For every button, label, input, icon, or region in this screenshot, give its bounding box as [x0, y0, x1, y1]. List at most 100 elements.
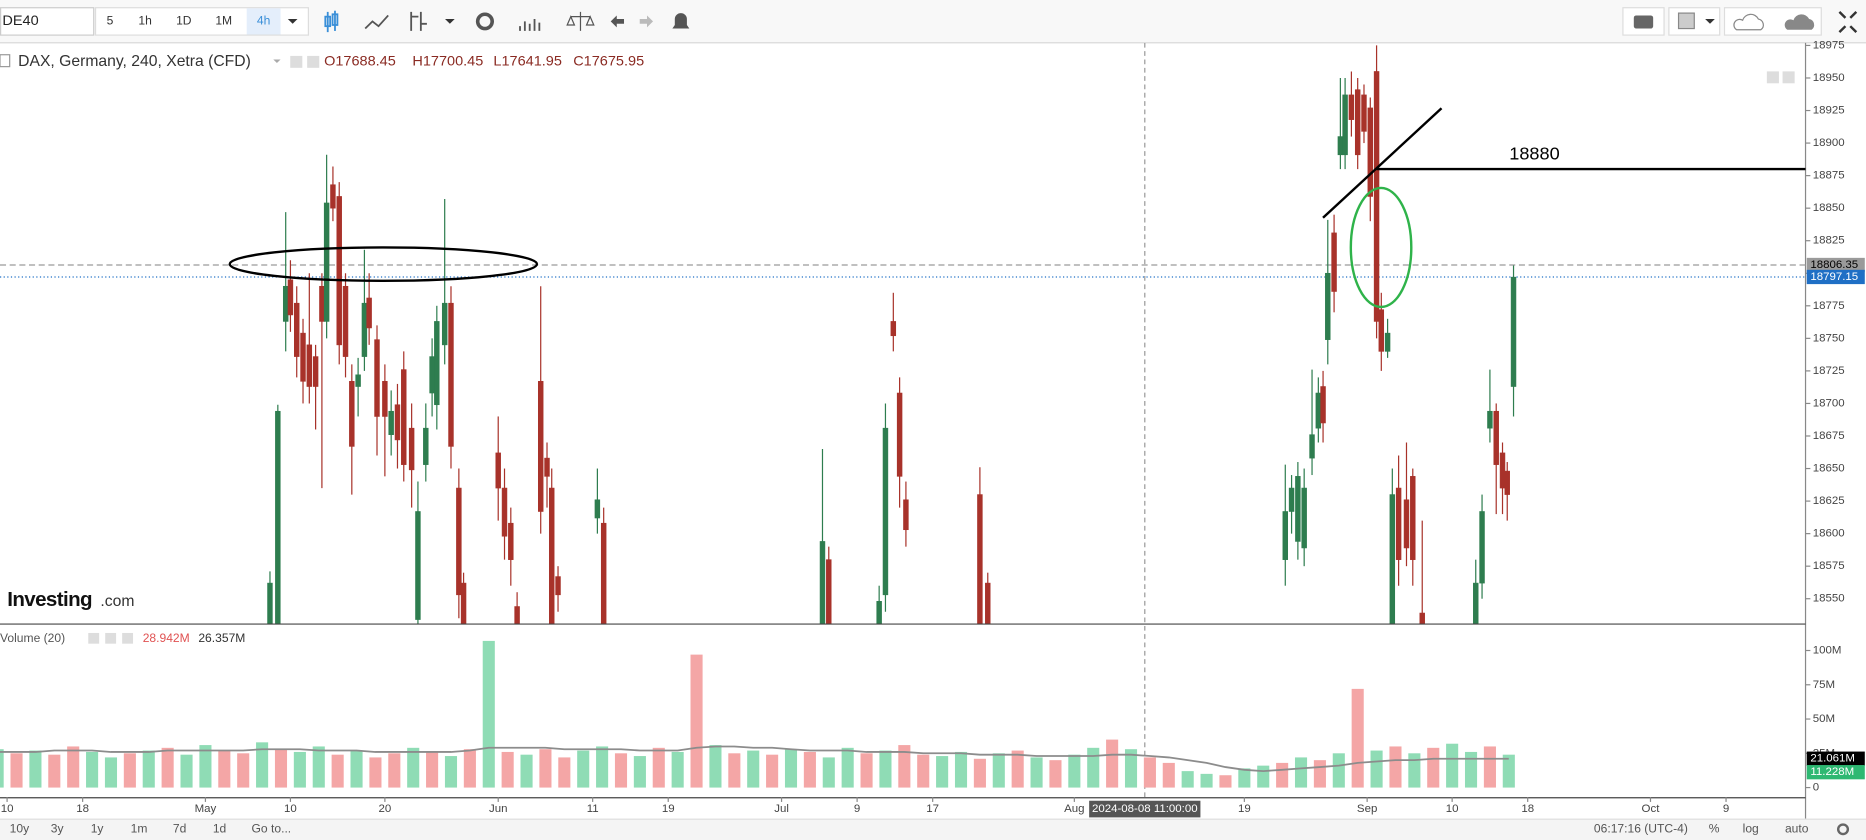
undo-icon[interactable] — [610, 15, 625, 28]
legend-icon[interactable] — [290, 55, 303, 68]
interval[interactable]: 1M — [215, 14, 232, 28]
pane-icon[interactable] — [1766, 71, 1779, 84]
candle-body — [537, 381, 544, 512]
dropdown-icon[interactable] — [445, 19, 455, 24]
candle-body — [300, 332, 306, 382]
volume-bar — [917, 754, 930, 788]
scale-option[interactable]: auto — [1785, 822, 1809, 836]
interval[interactable]: 1h — [138, 14, 151, 28]
x-tick-label: 11 — [587, 803, 599, 815]
indicator-icon[interactable] — [410, 11, 427, 31]
volume-bar — [803, 751, 816, 788]
dropdown-icon[interactable] — [1705, 19, 1715, 24]
candle-body — [448, 302, 454, 447]
volume-bar — [1162, 762, 1175, 788]
candle-body — [1419, 612, 1425, 624]
pane-icon[interactable] — [1782, 71, 1795, 84]
candle-body — [1373, 71, 1380, 322]
candle-body — [355, 374, 361, 387]
settings-icon[interactable] — [475, 12, 495, 31]
x-tick-label: Oct — [1642, 803, 1661, 815]
layout-icon[interactable] — [1677, 12, 1695, 30]
volume-pane — [0, 625, 1515, 798]
symbol[interactable]: DE40 — [2, 13, 38, 29]
volume-bar — [444, 756, 458, 788]
collapse-icon[interactable] — [0, 54, 11, 68]
range-button[interactable]: 10y — [10, 822, 29, 836]
candle-body — [388, 410, 394, 435]
volume-bar — [1011, 750, 1024, 788]
candle-body — [819, 541, 826, 624]
candle-body — [394, 404, 401, 441]
candle-body — [1378, 309, 1385, 352]
candle-body — [1384, 332, 1391, 352]
symbol-box[interactable] — [0, 7, 95, 36]
fullscreen-icon[interactable] — [1838, 11, 1858, 33]
goto-button[interactable]: Go to... — [252, 822, 292, 836]
studies-icon[interactable] — [519, 19, 541, 31]
legend-icon[interactable] — [122, 632, 134, 644]
redo-icon[interactable] — [639, 15, 654, 28]
price-tag-label: 18797.15 — [1810, 271, 1858, 283]
candle-body — [1331, 232, 1337, 292]
toolbar-bg — [0, 0, 1866, 43]
candle-body — [349, 381, 355, 447]
cloud-icon[interactable] — [1784, 14, 1815, 30]
clock: 06:17:16 (UTC-4) — [1594, 822, 1688, 836]
interval[interactable]: 4h — [257, 14, 270, 28]
volume-bar — [293, 751, 306, 788]
volume-bar — [218, 750, 231, 788]
legend-icon[interactable] — [307, 55, 320, 68]
cloud-icon[interactable] — [1733, 13, 1764, 31]
volume-bar — [1351, 688, 1364, 788]
candle-body — [977, 494, 983, 624]
range-button[interactable]: 1d — [213, 822, 226, 836]
candle-body — [1499, 452, 1506, 489]
scale-option[interactable]: % — [1709, 822, 1720, 836]
candle-body — [460, 582, 467, 624]
dropdown-icon[interactable] — [273, 59, 281, 64]
volume-bar — [199, 745, 212, 788]
candle-body — [408, 427, 415, 471]
range-button[interactable]: 7d — [173, 822, 186, 836]
x-tick-label: May — [195, 803, 217, 815]
drawing-ellipse — [228, 246, 539, 282]
x-tick-label: 9 — [854, 803, 860, 815]
y-tick-label: 18550 — [1813, 593, 1845, 605]
y-tick-label: 18900 — [1813, 137, 1845, 149]
camera-icon[interactable] — [1633, 15, 1654, 29]
y-tick-label: 18975 — [1813, 40, 1845, 52]
candle-body — [336, 196, 342, 346]
candle-body — [501, 487, 508, 537]
candle-body — [366, 297, 372, 329]
interval[interactable]: 1D — [176, 14, 192, 28]
volume-bar — [520, 754, 533, 788]
candle-body — [441, 302, 448, 346]
settings-icon[interactable] — [1836, 823, 1850, 836]
line-icon[interactable] — [364, 14, 389, 30]
compare-icon[interactable] — [566, 11, 595, 31]
candle-body — [903, 499, 909, 531]
dropdown-icon[interactable] — [287, 19, 298, 24]
candle-icon[interactable] — [324, 10, 339, 33]
interval[interactable]: 5 — [107, 14, 114, 28]
candle-body — [342, 285, 349, 357]
price-tag-bg — [1806, 751, 1865, 766]
volume-bar — [369, 757, 382, 788]
y-tick-label: 18775 — [1813, 300, 1845, 312]
scale-option[interactable]: log — [1743, 822, 1759, 836]
range-button[interactable]: 1y — [91, 822, 104, 836]
volume-bar — [954, 751, 968, 788]
range-button[interactable]: 1m — [131, 822, 148, 836]
range-button[interactable]: 3y — [51, 822, 64, 836]
volume-bar — [0, 749, 4, 788]
legend-icon[interactable] — [105, 632, 117, 644]
volume-bar — [161, 747, 174, 788]
volume-bar — [123, 753, 136, 788]
legend-icon[interactable] — [88, 632, 100, 644]
alert-icon[interactable] — [672, 13, 690, 29]
y-tick-label: 18825 — [1813, 235, 1845, 247]
y-tick-label: 18875 — [1813, 170, 1845, 182]
